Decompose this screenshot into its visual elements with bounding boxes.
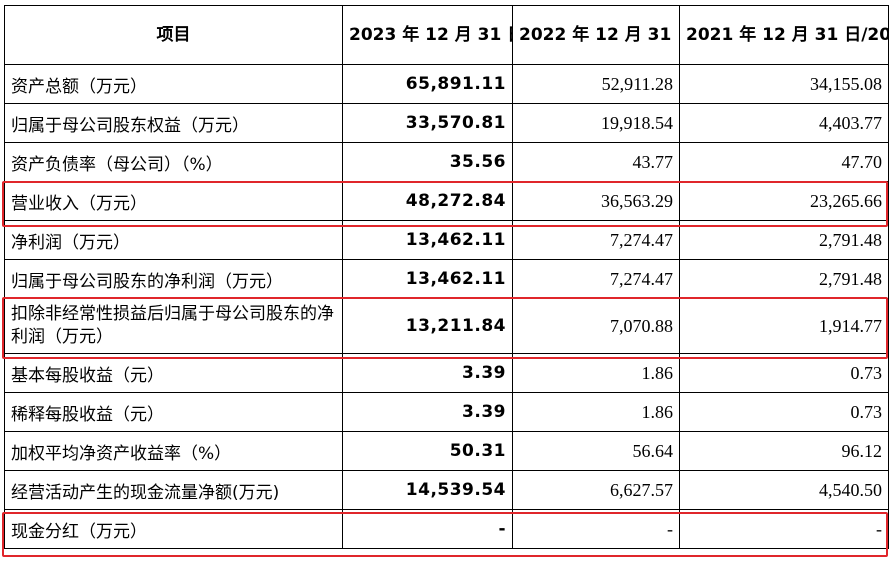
header-row: 项目 2023 年 12 月 31 日/2023 年度 2022 年 12 月 … — [4, 5, 889, 65]
row-label: 加权平均净资产收益率（%） — [4, 431, 343, 471]
value-2023: 65,891.11 — [342, 64, 513, 104]
header-2021: 2021 年 12 月 31 日/2021 年度 — [679, 5, 889, 65]
value-2021: 96.12 — [679, 431, 889, 471]
header-2023: 2023 年 12 月 31 日/2023 年度 — [342, 5, 513, 65]
table-row: 基本每股收益（元） 3.39 1.86 0.73 — [4, 353, 889, 393]
table-row-highlighted: 扣除非经常性损益后归属于母公司股东的净利润（万元） 13,211.84 7,07… — [4, 298, 889, 354]
value-2022: 7,070.88 — [512, 298, 680, 354]
value-2021: 2,791.48 — [679, 259, 889, 299]
row-label: 稀释每股收益（元） — [4, 392, 343, 432]
value-2023: 3.39 — [342, 353, 513, 393]
row-label: 归属于母公司股东权益（万元） — [4, 103, 343, 143]
value-2022: 7,274.47 — [512, 220, 680, 260]
value-2021: 23,265.66 — [679, 181, 889, 221]
value-2021: 34,155.08 — [679, 64, 889, 104]
value-2023: 13,462.11 — [342, 220, 513, 260]
value-2022: - — [512, 509, 680, 549]
value-2023: 14,539.54 — [342, 470, 513, 510]
value-2023: 13,462.11 — [342, 259, 513, 299]
value-2021: 4,403.77 — [679, 103, 889, 143]
table-row: 加权平均净资产收益率（%） 50.31 56.64 96.12 — [4, 431, 889, 471]
value-2021: 0.73 — [679, 353, 889, 393]
value-2023: 33,570.81 — [342, 103, 513, 143]
table-row: 资产总额（万元） 65,891.11 52,911.28 34,155.08 — [4, 64, 889, 104]
value-2023: 13,211.84 — [342, 298, 513, 354]
value-2022: 56.64 — [512, 431, 680, 471]
value-2022: 7,274.47 — [512, 259, 680, 299]
value-2021: 47.70 — [679, 142, 889, 182]
value-2022: 1.86 — [512, 353, 680, 393]
value-2023: 35.56 — [342, 142, 513, 182]
value-2021: 0.73 — [679, 392, 889, 432]
value-2023: 3.39 — [342, 392, 513, 432]
row-label: 资产总额（万元） — [4, 64, 343, 104]
table-row: 资产负债率（母公司）（%） 35.56 43.77 47.70 — [4, 142, 889, 182]
header-item: 项目 — [4, 5, 343, 65]
value-2023: - — [342, 509, 513, 549]
value-2022: 1.86 — [512, 392, 680, 432]
value-2021: 4,540.50 — [679, 470, 889, 510]
value-2021: 1,914.77 — [679, 298, 889, 354]
table-row-highlighted: 营业收入（万元） 48,272.84 36,563.29 23,265.66 — [4, 181, 889, 221]
header-2022: 2022 年 12 月 31 日/2022 年度 — [512, 5, 680, 65]
value-2023: 50.31 — [342, 431, 513, 471]
table-row: 归属于母公司股东的净利润（万元） 13,462.11 7,274.47 2,79… — [4, 259, 889, 299]
table-row-highlighted: 现金分红（万元） - - - — [4, 509, 889, 549]
table-row: 经营活动产生的现金流量净额(万元) 14,539.54 6,627.57 4,5… — [4, 470, 889, 510]
value-2022: 19,918.54 — [512, 103, 680, 143]
table-row: 稀释每股收益（元） 3.39 1.86 0.73 — [4, 392, 889, 432]
table-row: 净利润（万元） 13,462.11 7,274.47 2,791.48 — [4, 220, 889, 260]
row-label: 扣除非经常性损益后归属于母公司股东的净利润（万元） — [4, 298, 343, 354]
row-label: 资产负债率（母公司）（%） — [4, 142, 343, 182]
value-2022: 43.77 — [512, 142, 680, 182]
row-label: 现金分红（万元） — [4, 509, 343, 549]
value-2022: 36,563.29 — [512, 181, 680, 221]
row-label: 净利润（万元） — [4, 220, 343, 260]
value-2021: 2,791.48 — [679, 220, 889, 260]
row-label: 经营活动产生的现金流量净额(万元) — [4, 470, 343, 510]
table-row: 归属于母公司股东权益（万元） 33,570.81 19,918.54 4,403… — [4, 103, 889, 143]
row-label: 基本每股收益（元） — [4, 353, 343, 393]
value-2022: 52,911.28 — [512, 64, 680, 104]
value-2021: - — [679, 509, 889, 549]
value-2022: 6,627.57 — [512, 470, 680, 510]
row-label: 归属于母公司股东的净利润（万元） — [4, 259, 343, 299]
value-2023: 48,272.84 — [342, 181, 513, 221]
row-label: 营业收入（万元） — [4, 181, 343, 221]
financial-summary-table: 项目 2023 年 12 月 31 日/2023 年度 2022 年 12 月 … — [4, 5, 889, 549]
